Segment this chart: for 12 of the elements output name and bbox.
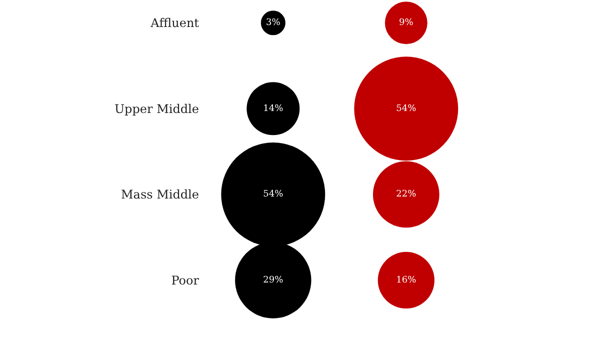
category-label: Mass Middle xyxy=(121,188,199,202)
category-label: Upper Middle xyxy=(114,102,199,116)
data-label: 3% xyxy=(266,18,281,28)
data-label: 54% xyxy=(263,190,284,200)
data-label: 54% xyxy=(396,104,417,114)
data-label: 16% xyxy=(396,275,417,286)
data-label: 22% xyxy=(396,190,417,200)
category-label: Affluent xyxy=(150,16,200,30)
data-label: 9% xyxy=(399,18,414,28)
category-label: Poor xyxy=(171,273,200,288)
data-label: 29% xyxy=(263,275,284,286)
data-label: 14% xyxy=(263,104,284,114)
